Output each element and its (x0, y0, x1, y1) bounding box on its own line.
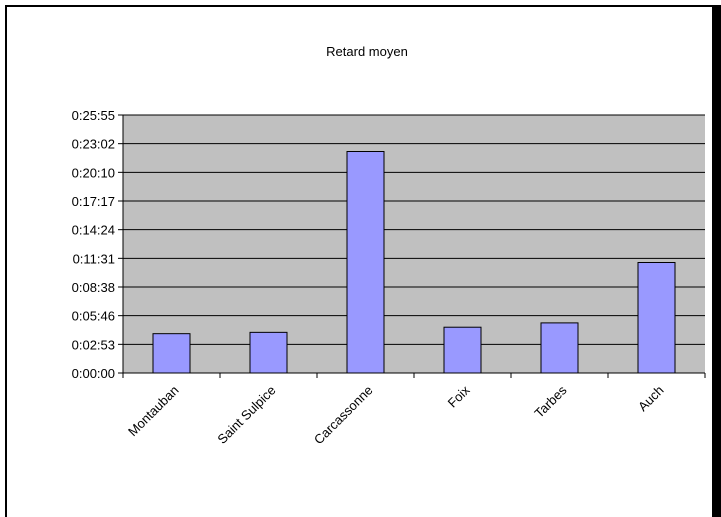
bar-montauban (152, 333, 191, 374)
bar-saint-sulpice (249, 331, 288, 374)
bar-carcassonne (346, 151, 385, 374)
x-tick-label: Tarbes (531, 382, 570, 421)
y-tick-label: 0:08:38 (72, 280, 115, 295)
plot-area (123, 115, 705, 373)
x-tick-label: Montauban (125, 383, 182, 440)
window-edge (712, 5, 721, 517)
bar-auch (637, 261, 676, 374)
y-tick-label: 0:20:10 (72, 165, 115, 180)
y-tick-label: 0:11:31 (73, 251, 115, 266)
bars (152, 151, 676, 374)
x-tick-label: Saint Sulpice (214, 383, 278, 447)
bar-foix (443, 326, 482, 374)
y-tick-label: 0:23:02 (72, 137, 115, 152)
y-tick-label: 0:25:55 (72, 108, 115, 123)
y-tick-label: 0:14:24 (72, 223, 115, 238)
y-tick-label: 0:02:53 (72, 337, 115, 352)
y-tick-label: 0:00:00 (72, 366, 115, 381)
x-axis-ticks: Montauban Saint Sulpice Carcassonne Foix Tar… (122, 373, 706, 448)
chart-title: Retard moyen (326, 44, 408, 59)
x-tick-label: Auch (635, 383, 667, 415)
y-tick-label: 0:17:17 (72, 194, 115, 209)
y-axis-ticks: 0:00:00 0:02:53 0:05:46 0:08:38 0:11:31 0:14:… (72, 108, 123, 381)
y-tick-label: 0:05:46 (72, 309, 115, 324)
bar-tarbes (540, 322, 579, 374)
x-tick-label: Foix (445, 382, 473, 410)
gridlines (123, 114, 705, 345)
x-tick-label: Carcassonne (311, 383, 376, 448)
